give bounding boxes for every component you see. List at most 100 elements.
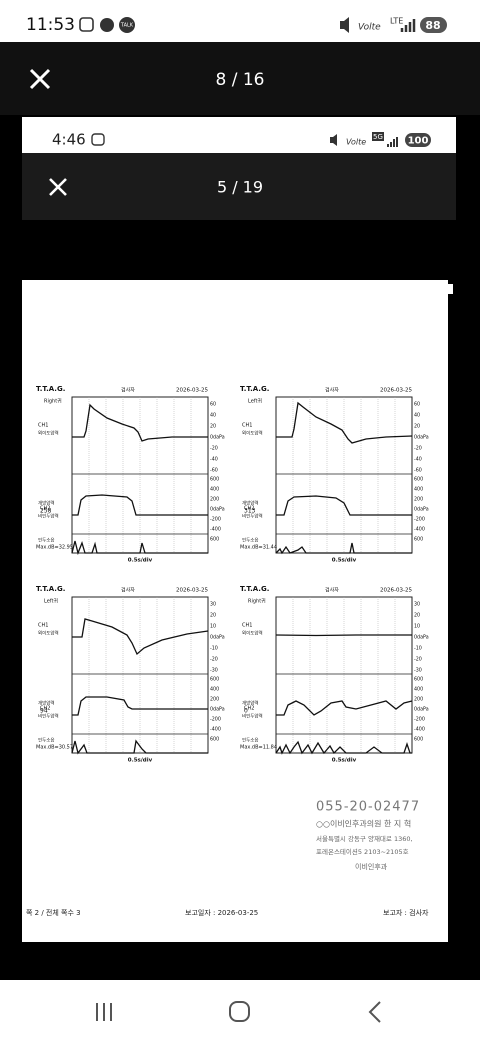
time-scale: 0.5s/div (128, 558, 153, 564)
ch2-tick-label: 400 (414, 687, 423, 693)
ch2: CH2 (244, 506, 254, 512)
ch2-tick-label: 600 (210, 677, 219, 683)
signal (400, 19, 416, 32)
ch2-tick-label: 0daPa (210, 507, 225, 513)
ch1-tick-label: -20 (210, 446, 218, 452)
ch1-tick-label: -40 (210, 457, 218, 463)
edge-mark (448, 284, 453, 294)
ch2-tick-label: 0daPa (210, 707, 225, 713)
inner-viewer-header (22, 153, 456, 220)
ch2-tick-label: -400 (414, 727, 425, 733)
stamp-clinic: ○○이비인후과의원 한 지 혁 (316, 819, 411, 829)
ch1-tick-label: 30 (210, 602, 216, 608)
ch1-trace (275, 634, 412, 637)
ch2-tick-label: 400 (414, 487, 423, 493)
ch1: CH1 (242, 423, 252, 429)
ch1-label: 외이도압력 (38, 430, 59, 437)
ch1-label: 외이도압력 (242, 630, 263, 637)
examiner: 검사자 (121, 387, 135, 394)
max-db: Max.dB=30.57 (36, 745, 73, 751)
image-counter: 8 / 16 (216, 70, 265, 90)
ch1-tick-label: -10 (210, 646, 218, 652)
panels: T.T.A.G. 검사자 2026-03-25Right귀CH1외이도압력개방압력2… (36, 385, 429, 764)
ch1-tick-label: 10 (414, 624, 420, 630)
examiner: 검사자 (325, 387, 339, 394)
ch1-tick-label: 10 (210, 624, 216, 630)
ch2-tick-label: -400 (210, 727, 221, 733)
close-button[interactable] (29, 68, 51, 90)
ch1-tick-label: 20 (414, 613, 420, 619)
plot (275, 596, 413, 755)
noise-label: 인두소음 (242, 737, 259, 744)
network-badge (372, 132, 384, 141)
ch2-label: 비인두압력 (38, 513, 59, 520)
battery-level: 88 (425, 19, 440, 32)
ch1-tick-label: 60 (210, 402, 216, 408)
title: T.T.A.G. (240, 585, 269, 593)
icon (119, 17, 135, 33)
date: 2026-03-25 (380, 388, 412, 394)
max-db: Max.dB=32.95 (36, 545, 73, 551)
ch1-tick-label: -20 (414, 446, 422, 452)
ch2-tick-label: 400 (210, 487, 219, 493)
inner-status-bar (22, 117, 456, 153)
noise-trace (71, 739, 208, 755)
icon (79, 17, 94, 32)
ch2-tick-label: 200 (210, 697, 219, 703)
ch1: CH1 (38, 423, 48, 429)
ch2-tick-label: 600 (210, 537, 219, 543)
ch2-trace (276, 700, 413, 716)
ch1-trace (72, 618, 209, 656)
opening-label: 개방압력 (38, 500, 55, 507)
max-db: Max.dB=11.84 (240, 745, 277, 751)
ch1-tick-label: -10 (414, 646, 422, 652)
mute-icon (340, 17, 349, 33)
ch2-trace (276, 495, 412, 516)
ch2-tick-label: 600 (210, 737, 219, 743)
ch1-tick-label: 60 (414, 402, 420, 408)
examiner: 검사자 (121, 587, 135, 594)
ch2-label: 비인두압력 (38, 713, 59, 720)
inner-network: 5G (373, 133, 383, 141)
time-scale: 0.5s/div (128, 758, 153, 764)
ch2-tick-label: -200 (414, 717, 425, 723)
plot (71, 396, 209, 556)
footer-report-date: 보고일자 : 2026-03-25 (185, 908, 258, 917)
ch2-tick-label: 0daPa (414, 707, 429, 713)
ch1-trace (276, 401, 413, 444)
back-button[interactable] (368, 1001, 381, 1023)
footer-reporter: 보고자 : 검사자 (383, 908, 429, 917)
opening-label: 개방압력 (242, 500, 259, 507)
date: 2026-03-25 (380, 588, 412, 594)
ch2: CH2 (40, 706, 50, 712)
ch2-tick-label: 200 (414, 497, 423, 503)
ear: Left귀 (44, 598, 58, 605)
ch1-tick-label: -20 (414, 657, 422, 663)
recents-button[interactable] (96, 1003, 112, 1021)
tympanogram-panel: T.T.A.G. 검사자 2026-03-25Right귀CH1외이도압력개방압력0… (240, 585, 429, 764)
volte: Volte (358, 23, 381, 33)
battery (420, 17, 447, 33)
network: LTE (390, 17, 403, 26)
ch1-tick-label: 40 (210, 413, 216, 419)
noise-label: 인두소음 (38, 537, 55, 544)
ch1-tick-label: 40 (414, 413, 420, 419)
ch1-label: 외이도압력 (242, 430, 263, 437)
viewer-header (0, 42, 480, 115)
ear: Right귀 (44, 398, 62, 405)
time-scale: 0.5s/div (332, 558, 357, 564)
ch1-tick-label: 0daPa (210, 635, 225, 641)
noise-label: 인두소음 (38, 737, 55, 744)
ch2-tick-label: -400 (414, 527, 425, 533)
ch2-tick-label: -400 (210, 527, 221, 533)
home-button[interactable] (229, 1001, 250, 1022)
ch2-tick-label: 200 (414, 697, 423, 703)
ch1-tick-label: -40 (414, 457, 422, 463)
ch2-label: 비인두압력 (242, 513, 263, 520)
ch2-tick-label: 600 (414, 537, 423, 543)
opening-value: 313 (244, 508, 256, 515)
ch1-tick-label: -30 (414, 668, 422, 674)
stamp-address: 포레온스테이션5 2103~2105호 (316, 847, 409, 856)
battery (405, 133, 431, 147)
